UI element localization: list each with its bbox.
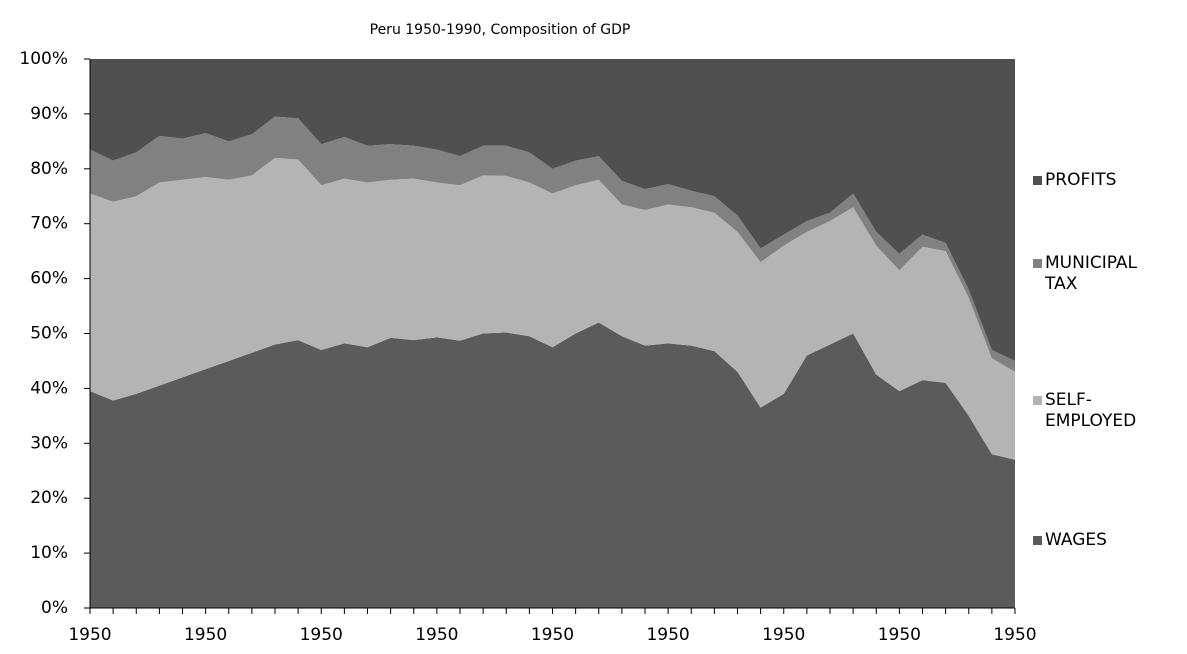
legend-label: MUNICIPAL TAX — [1045, 253, 1137, 294]
x-tick-label: 1950 — [68, 625, 111, 645]
y-tick-label: 10% — [30, 543, 68, 563]
x-tick-label: 1950 — [415, 625, 458, 645]
y-tick-label: 90% — [30, 104, 68, 124]
area — [90, 116, 1015, 372]
legend-swatch — [1033, 259, 1042, 268]
x-tick-label: 1950 — [993, 625, 1036, 645]
y-tick-label: 80% — [30, 159, 68, 179]
y-tick-label: 60% — [30, 269, 68, 289]
x-tick-label: 1950 — [646, 625, 689, 645]
y-tick-label: 70% — [30, 214, 68, 234]
legend-label: WAGES — [1045, 530, 1107, 550]
y-tick-label: 100% — [19, 49, 68, 69]
legend-label: SELF-EMPLOYED — [1045, 390, 1137, 431]
y-tick-label: 0% — [41, 598, 68, 618]
legend-swatch — [1033, 176, 1042, 185]
area — [90, 59, 1015, 361]
legend-label: PROFITS — [1045, 170, 1117, 190]
legend-item: PROFITS — [1033, 170, 1153, 191]
x-tick-label: 1950 — [184, 625, 227, 645]
x-tick-label: 1950 — [878, 625, 921, 645]
legend-item: SELF-EMPLOYED — [1033, 390, 1153, 432]
area — [90, 322, 1015, 608]
legend-item: MUNICIPAL TAX — [1033, 253, 1153, 295]
y-tick-label: 40% — [30, 378, 68, 398]
legend-swatch — [1033, 536, 1042, 545]
y-tick-label: 30% — [30, 433, 68, 453]
y-tick-label: 20% — [30, 488, 68, 508]
area — [90, 157, 1015, 460]
chart-title: Peru 1950-1990, Composition of GDP — [370, 22, 631, 38]
legend-swatch — [1033, 396, 1042, 405]
x-tick-label: 1950 — [300, 625, 343, 645]
x-tick-label: 1950 — [762, 625, 805, 645]
y-tick-label: 50% — [30, 324, 68, 344]
x-tick-label: 1950 — [531, 625, 574, 645]
legend-item: WAGES — [1033, 530, 1153, 551]
